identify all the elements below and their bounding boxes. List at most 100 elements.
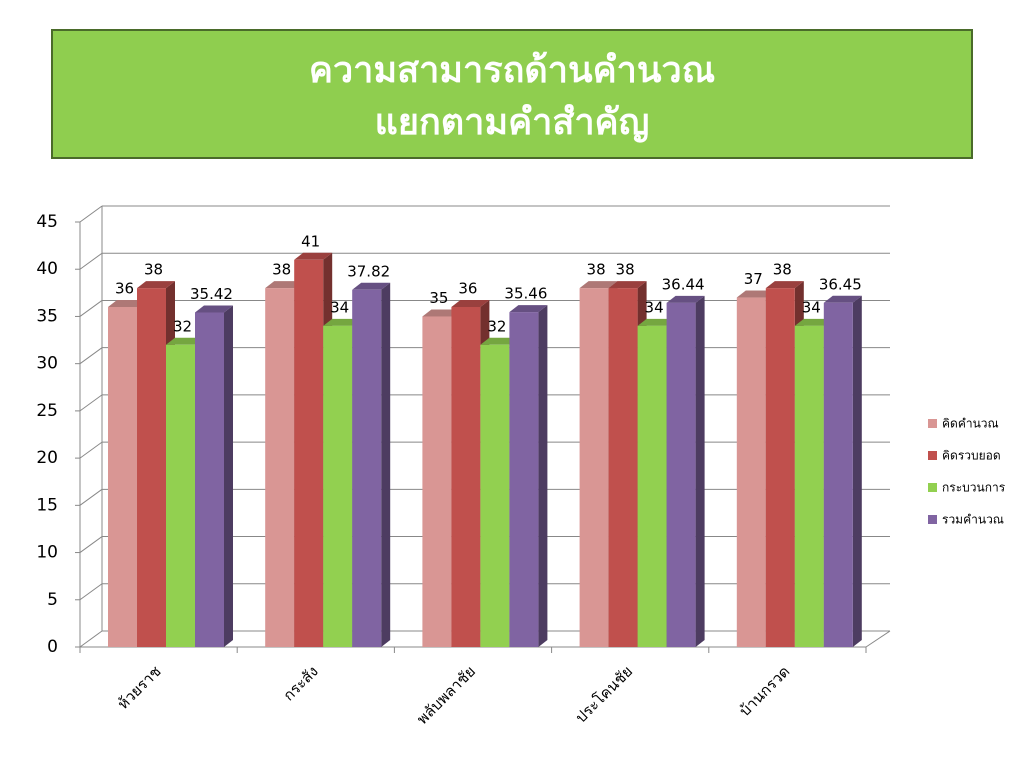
legend-swatch [928, 515, 937, 524]
data-label: 36 [458, 280, 477, 298]
bar-top [422, 309, 461, 317]
bar-front [108, 307, 137, 647]
bar-top [637, 318, 676, 326]
data-label: 37 [744, 270, 763, 288]
data-label: 36.44 [662, 275, 705, 293]
y-tick-label: 5 [47, 590, 58, 610]
x-tick-label: กระสัง [280, 662, 322, 704]
bar-top [352, 282, 391, 290]
bar-top [823, 295, 862, 303]
chart-title: แยกตามคำสำคัญ [375, 102, 650, 143]
data-label: 38 [616, 261, 635, 279]
bar-front [823, 302, 853, 647]
data-label: 34 [645, 298, 664, 316]
bar-front [509, 312, 539, 647]
bar-side [538, 305, 548, 647]
y-tick-label: 0 [47, 637, 58, 657]
bar-top [608, 281, 647, 289]
data-label: 34 [330, 298, 349, 316]
bar-front [579, 288, 609, 647]
grid-line [79, 583, 103, 601]
title-box [51, 29, 973, 159]
bar-top [509, 305, 548, 313]
data-label: 35 [429, 289, 448, 307]
grid-line [79, 536, 103, 553]
bar-front [765, 288, 795, 647]
grid-line [79, 441, 103, 459]
floor-edge [865, 630, 891, 648]
bar-front [637, 325, 667, 647]
bar-front [422, 316, 452, 647]
grid-line [79, 394, 103, 412]
bar-front [323, 325, 353, 647]
bar [352, 282, 391, 647]
bar-side [695, 295, 705, 647]
bar-top [579, 281, 618, 289]
x-tick-label: พลับพลาชัย [413, 662, 479, 728]
legend-swatch [928, 483, 937, 492]
data-label: 38 [144, 261, 163, 279]
y-tick-label: 30 [36, 354, 58, 374]
grid-line [79, 347, 103, 365]
bar [823, 295, 862, 647]
bar [666, 295, 705, 647]
y-tick-label: 20 [36, 448, 58, 468]
y-tick-label: 40 [36, 259, 58, 279]
legend-label: รวมคำนวณ [942, 513, 1004, 527]
legend-swatch [928, 419, 937, 428]
x-tick-label: บ้านกรวด [736, 662, 794, 720]
legend-label: กระบวนการ [942, 481, 1006, 495]
y-tick-label: 10 [36, 543, 58, 563]
legend-swatch [928, 451, 937, 460]
data-label: 35.42 [190, 285, 233, 303]
data-label: 38 [272, 261, 291, 279]
data-label: 36 [115, 280, 134, 298]
bar-top [480, 337, 519, 345]
bar-top [265, 281, 304, 289]
bar-top [451, 300, 490, 307]
chart-title: ความสามารถด้านคำนวณ [309, 50, 715, 91]
data-label: 38 [587, 261, 606, 279]
y-tick-label: 35 [36, 306, 58, 326]
bar-front [794, 325, 824, 647]
bar-top [195, 305, 233, 313]
bar-front [608, 288, 638, 647]
bar-front [294, 259, 324, 647]
bar-top [166, 337, 204, 345]
x-tick-label: ห้วยราช [114, 662, 165, 713]
data-label: 34 [802, 298, 821, 316]
bar-top [294, 252, 333, 260]
data-label: 32 [487, 317, 506, 335]
grid-line [79, 300, 103, 317]
bar-front [137, 288, 166, 647]
grid-line [79, 205, 103, 223]
bar-side [381, 282, 391, 647]
bar-side [224, 305, 233, 647]
bar-front [480, 344, 510, 647]
data-label: 38 [773, 261, 792, 279]
bar-front [451, 307, 481, 647]
bar-top [108, 300, 146, 307]
bar-top [736, 290, 775, 298]
data-label: 32 [173, 317, 192, 335]
bar-top [323, 318, 362, 326]
bar-front [166, 344, 195, 647]
data-label: 35.46 [504, 285, 547, 303]
bar-front [352, 289, 382, 647]
y-tick-label: 15 [36, 495, 58, 515]
bar-top [794, 318, 833, 326]
y-tick-label: 25 [36, 401, 58, 421]
grid-line [79, 488, 103, 506]
x-tick-label: ประโคนชัย [572, 662, 636, 726]
bar [195, 305, 233, 647]
data-label: 36.45 [819, 275, 862, 293]
legend-label: คิดคำนวณ [942, 417, 999, 431]
bar-front [265, 288, 295, 647]
bar [422, 309, 461, 647]
bar-top [765, 281, 804, 289]
y-tick-label: 45 [36, 212, 58, 232]
bar-front [736, 297, 766, 647]
bar-front [195, 312, 224, 647]
bar-side [852, 295, 862, 647]
